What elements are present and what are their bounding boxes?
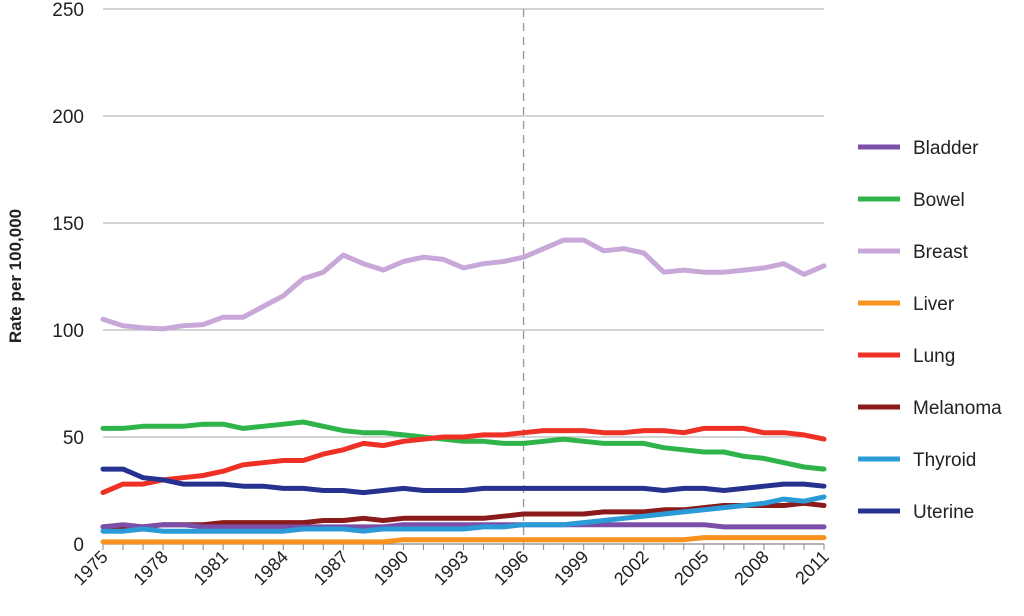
legend-label-thyroid: Thyroid bbox=[913, 450, 976, 471]
y-tick-label: 50 bbox=[63, 428, 84, 449]
series-line-lung bbox=[100, 425, 827, 496]
x-tick-label: 1993 bbox=[430, 547, 472, 589]
y-tick-label: 100 bbox=[52, 321, 84, 342]
gridlines bbox=[103, 8, 824, 545]
y-tick-label: 0 bbox=[73, 535, 84, 556]
series-line-liver bbox=[100, 535, 827, 545]
x-tick-label: 1984 bbox=[250, 547, 292, 589]
x-tick-label: 2005 bbox=[670, 547, 712, 589]
x-tick-label: 1981 bbox=[190, 547, 232, 589]
series-line-bladder bbox=[100, 522, 827, 530]
y-tick-label: 150 bbox=[52, 214, 84, 235]
x-tick-label: 2002 bbox=[610, 547, 652, 589]
y-tick-label: 250 bbox=[52, 0, 84, 21]
series-lines bbox=[100, 237, 827, 545]
x-tick-label: 2008 bbox=[730, 547, 772, 589]
legend-label-breast: Breast bbox=[913, 242, 969, 263]
y-axis-ticks: 0 50 100 150 200 250 bbox=[52, 0, 84, 556]
series-line-breast bbox=[100, 237, 827, 332]
legend-label-liver: Liver bbox=[913, 294, 955, 315]
x-axis: 1975 1978 1981 1984 1987 1990 1993 1996 1999 2002… bbox=[69, 544, 833, 589]
series-line-bowel bbox=[100, 419, 827, 472]
legend-label-melanoma: Melanoma bbox=[913, 398, 1002, 419]
x-tick-label: 1987 bbox=[310, 547, 352, 589]
x-tick-label: 1990 bbox=[370, 547, 412, 589]
x-tick-label: 1999 bbox=[550, 547, 592, 589]
y-axis-label: Rate per 100,000 bbox=[6, 209, 25, 343]
legend: Bladder Bowel Breast Liver Lung Melanoma Thyro… bbox=[858, 138, 1002, 523]
x-tick-label: 1978 bbox=[129, 547, 171, 589]
legend-label-uterine: Uterine bbox=[913, 502, 974, 523]
y-tick-label: 200 bbox=[52, 107, 84, 128]
legend-label-lung: Lung bbox=[913, 346, 955, 367]
legend-label-bowel: Bowel bbox=[913, 190, 965, 211]
series-line-thyroid bbox=[100, 494, 827, 534]
legend-label-bladder: Bladder bbox=[913, 138, 979, 159]
x-tick-label: 1996 bbox=[490, 547, 532, 589]
x-tick-label: 2011 bbox=[791, 547, 833, 589]
series-line-uterine bbox=[100, 466, 827, 496]
